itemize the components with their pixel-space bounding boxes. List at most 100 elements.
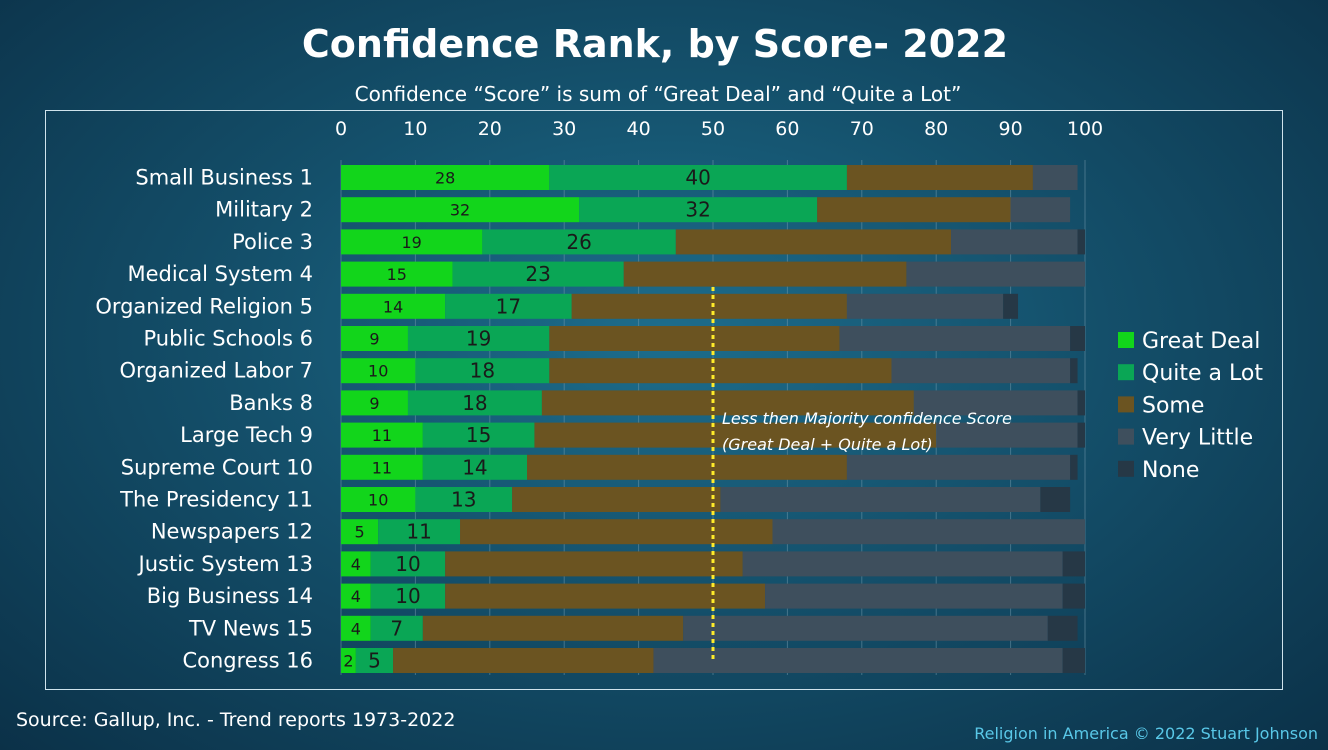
legend-swatch: [1118, 364, 1134, 381]
x-tick-label: 80: [924, 118, 948, 140]
bar-segment: [415, 358, 550, 384]
data-label: 28: [435, 169, 455, 188]
threshold-annotation: Less then Majority confidence Score: [722, 409, 1012, 428]
data-label: 4: [351, 555, 361, 574]
bar-segment: [422, 615, 684, 641]
x-tick-label: 100: [1067, 118, 1103, 140]
chart-subtitle: Confidence “Score” is sum of “Great Deal…: [354, 82, 962, 106]
legend-label: None: [1142, 458, 1199, 483]
data-label: 5: [368, 649, 381, 673]
category-label: Medical System 4: [128, 262, 313, 286]
category-label: Newspapers 12: [151, 520, 313, 544]
bar-segment: [549, 165, 847, 190]
category-label: The Presidency 11: [119, 488, 313, 512]
bar-segment: [341, 197, 580, 223]
bar-segment: [445, 551, 743, 577]
category-label: Military 2: [215, 198, 313, 222]
data-label: 10: [368, 491, 388, 510]
bar-segment: [1062, 583, 1085, 609]
bar-segment: [370, 583, 446, 609]
legend-swatch: [1118, 396, 1134, 413]
bar-segment: [623, 261, 907, 287]
bar-segment: [549, 326, 840, 351]
data-label: 10: [395, 584, 420, 608]
bar-segment: [341, 583, 371, 609]
bar-segment: [341, 519, 379, 545]
data-label: 23: [525, 262, 550, 286]
bar-segment: [1070, 358, 1078, 384]
data-label: 11: [372, 458, 392, 477]
bar-segment: [541, 390, 914, 416]
bar-segment: [341, 551, 371, 577]
bar-segment: [370, 551, 446, 577]
bar-segment: [765, 583, 1063, 609]
bar-segment: [817, 197, 1011, 223]
bar-segment: [675, 229, 952, 255]
bar-segment: [1010, 197, 1071, 223]
bar-segment: [1003, 293, 1019, 319]
data-label: 4: [351, 619, 361, 638]
bar-segment: [460, 519, 773, 545]
category-label: Banks 8: [229, 391, 313, 415]
category-label: Big Business 14: [147, 584, 313, 608]
data-label: 9: [369, 330, 379, 349]
category-label: Congress 16: [182, 649, 313, 673]
legend-swatch: [1118, 460, 1134, 477]
bar-segment: [1070, 326, 1085, 351]
bar-segment: [846, 293, 1004, 319]
bar-segment: [393, 648, 654, 673]
bar-segment: [839, 326, 1071, 351]
bar-segment: [579, 197, 818, 223]
chart-title: Confidence Rank, by Score- 2022: [301, 22, 1009, 66]
legend-label: Quite a Lot: [1142, 361, 1263, 386]
bar-segment: [341, 422, 423, 448]
bar-segment: [1077, 422, 1085, 448]
data-label: 32: [450, 201, 470, 220]
bar-segment: [913, 390, 1078, 416]
bar-segment: [571, 293, 847, 319]
data-label: 32: [685, 198, 710, 222]
legend-label: Great Deal: [1142, 329, 1260, 354]
bar-segment: [370, 615, 423, 641]
category-label: Public Schools 6: [143, 327, 313, 351]
bar-segment: [341, 326, 408, 351]
threshold-annotation: (Great Deal + Quite a Lot): [722, 435, 933, 454]
data-label: 14: [462, 455, 487, 479]
bar-segment: [445, 293, 572, 319]
bar-segment: [341, 454, 423, 480]
bar-segment: [906, 261, 1085, 287]
bar-segment: [846, 165, 1033, 190]
bar-segment: [1062, 648, 1085, 673]
category-label: Supreme Court 10: [121, 455, 313, 479]
data-label: 14: [383, 297, 403, 316]
bar-segment: [683, 615, 1048, 641]
bar-segment: [1077, 390, 1085, 416]
category-label: Justic System 13: [137, 552, 313, 576]
x-tick-label: 30: [552, 118, 576, 140]
bar-segment: [653, 648, 1063, 673]
bar-segment: [1040, 487, 1071, 512]
data-label: 10: [395, 552, 420, 576]
data-label: 7: [390, 616, 403, 640]
data-label: 4: [351, 587, 361, 606]
bar-segment: [355, 648, 394, 673]
chart-frame: [45, 110, 1283, 690]
data-label: 2: [343, 652, 353, 671]
data-label: 5: [355, 523, 365, 542]
category-label: Large Tech 9: [180, 423, 313, 447]
category-label: TV News 15: [188, 616, 313, 640]
category-label: Organized Labor 7: [119, 359, 313, 383]
bar-segment: [936, 422, 1078, 448]
data-label: 40: [685, 166, 710, 190]
bar-segment: [341, 648, 356, 673]
data-label: 15: [466, 423, 491, 447]
x-tick-label: 0: [335, 118, 347, 140]
bar-segment: [422, 454, 527, 480]
bar-segment: [482, 229, 676, 255]
legend-swatch: [1118, 428, 1134, 445]
data-label: 19: [466, 327, 491, 351]
bar-segment: [407, 390, 542, 416]
data-label: 11: [406, 520, 431, 544]
bar-segment: [341, 261, 453, 287]
